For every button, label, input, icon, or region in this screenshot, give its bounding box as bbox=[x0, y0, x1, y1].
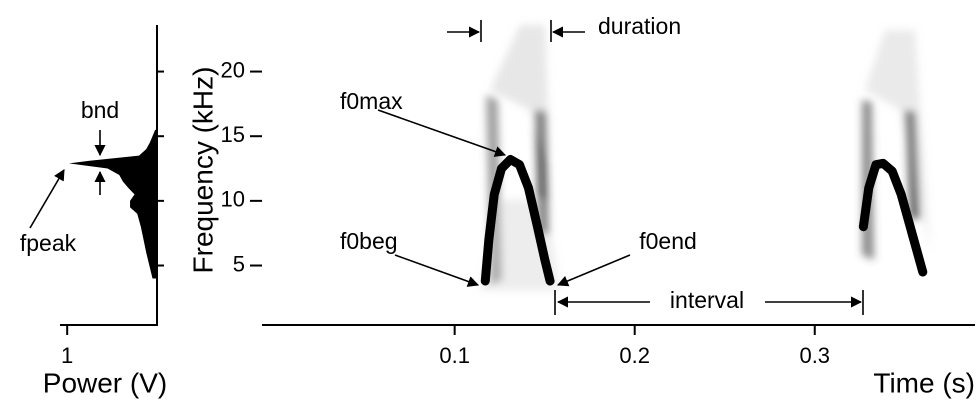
annotation: interval bbox=[670, 287, 744, 313]
annotation: duration bbox=[598, 13, 681, 39]
annotation: bnd bbox=[81, 97, 119, 123]
y-tick-label: 15 bbox=[221, 122, 245, 147]
y-tick-label: 5 bbox=[233, 251, 245, 276]
x-tick-label: 0.1 bbox=[439, 343, 470, 368]
fpeak-arrow bbox=[29, 169, 65, 229]
annotation: fpeak bbox=[20, 230, 77, 256]
annotation: f0beg bbox=[340, 228, 398, 254]
power-spectrum bbox=[68, 129, 157, 279]
x-tick-label: 0.2 bbox=[619, 343, 650, 368]
x-tick-label: 1 bbox=[61, 343, 73, 368]
time-axis-label: Time (s) bbox=[873, 367, 975, 398]
f0-contour bbox=[858, 158, 928, 277]
spectrogram-haze bbox=[480, 25, 930, 290]
plot bbox=[68, 129, 928, 286]
y-tick-label: 10 bbox=[221, 187, 245, 212]
x-tick-label: 0.3 bbox=[799, 343, 830, 368]
f0max-arrow bbox=[377, 109, 507, 157]
power-axis-label: Power (V) bbox=[43, 367, 167, 398]
frequency-axis-label: Frequency (kHz) bbox=[187, 67, 218, 274]
y-tick-label: 20 bbox=[221, 57, 245, 82]
f0end-arrow bbox=[556, 254, 631, 287]
annotation: f0max bbox=[340, 88, 403, 114]
f0-contour bbox=[480, 154, 555, 286]
annotation: f0end bbox=[639, 228, 697, 254]
f0beg-arrow bbox=[394, 254, 480, 287]
